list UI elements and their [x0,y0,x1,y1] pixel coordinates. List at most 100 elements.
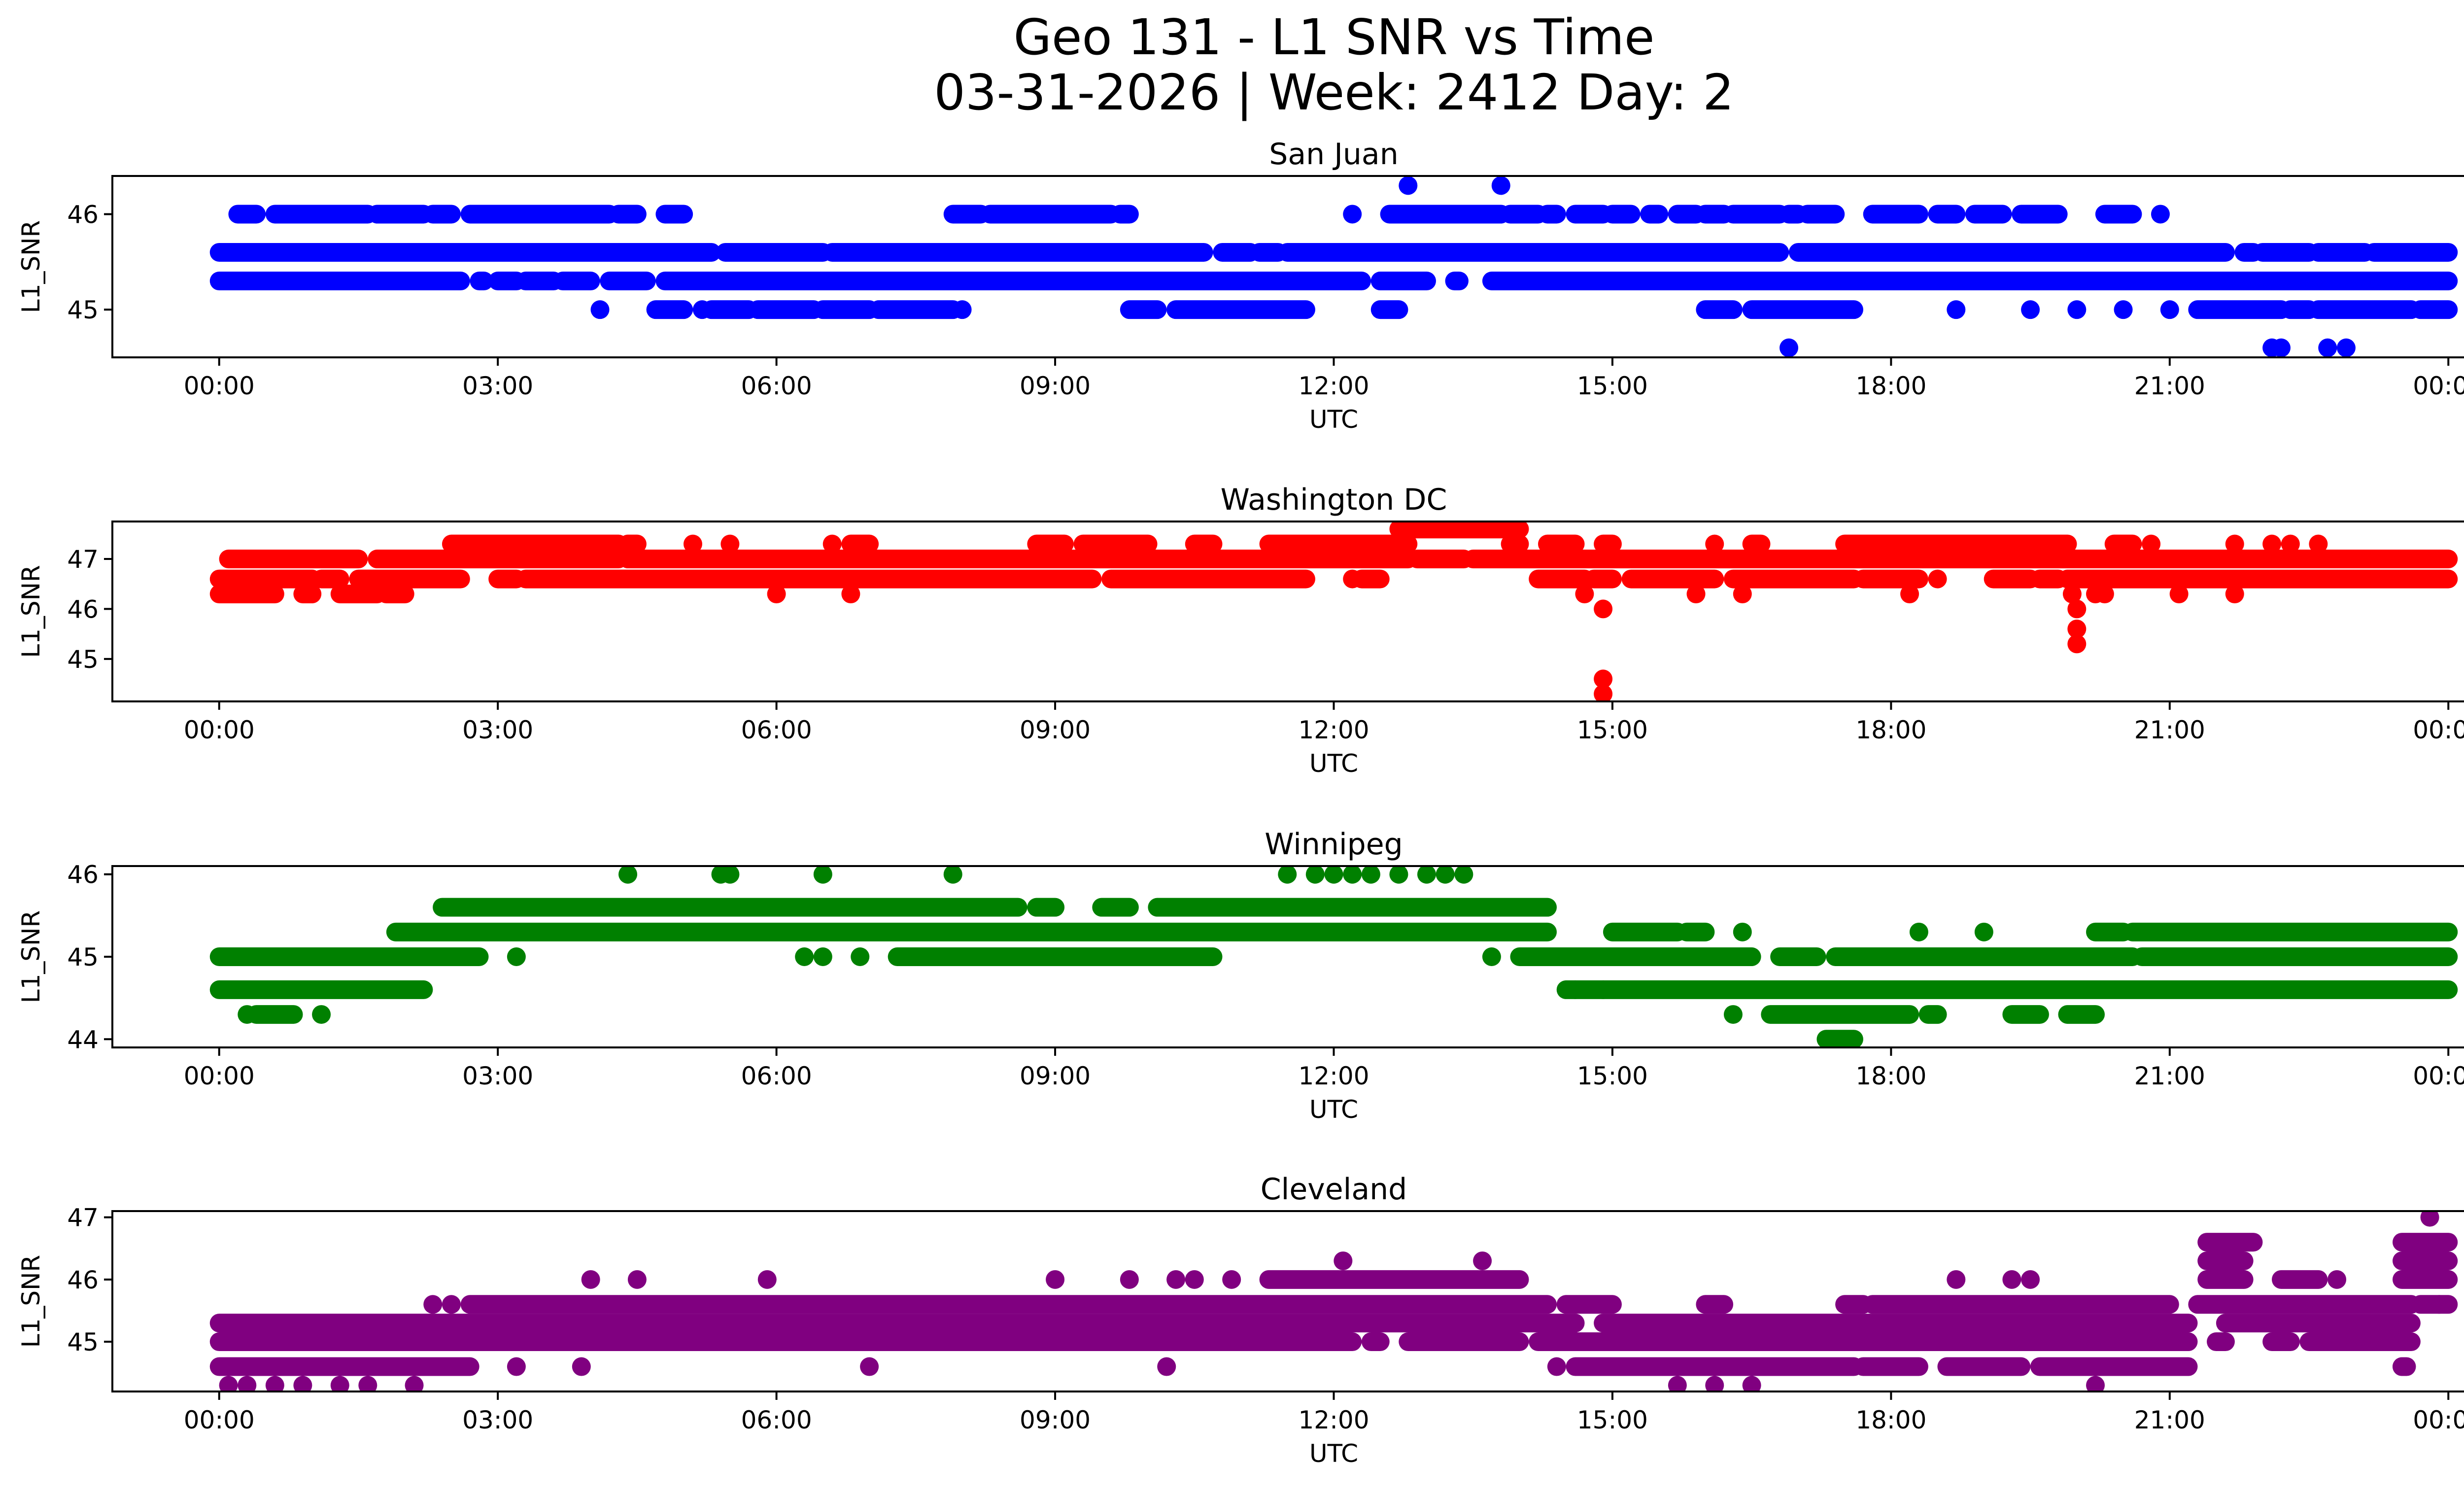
data-run [1538,534,1585,554]
data-point [683,534,702,554]
data-point [2002,1270,2021,1289]
y-tick-label: 46 [67,200,99,229]
data-run [1937,1357,2031,1376]
data-run [2197,1251,2254,1270]
data-point [358,1376,377,1391]
data-run [377,585,414,604]
x-tick-label: 06:00 [741,1406,812,1434]
data-point [2095,585,2114,604]
data-run [981,205,1121,224]
y-tick-label: 47 [67,545,99,574]
data-point [1594,669,1613,689]
x-tick-label: 09:00 [1020,1062,1091,1090]
data-run [219,550,368,569]
data-point [841,585,860,604]
data-run [1965,205,2012,224]
y-tick-label: 45 [67,1328,99,1356]
data-point [2281,534,2300,554]
data-point [1399,176,1418,195]
data-run [1389,522,1529,539]
data-run [470,272,493,291]
data-run [1370,272,1436,291]
x-tick-label: 18:00 [1855,716,1926,744]
data-point [1482,947,1501,966]
subplot-title: Winnipeg [1265,827,1403,862]
data-run [1445,272,1469,291]
figure-title-line-1: Geo 131 - L1 SNR vs Time [1014,8,1655,66]
data-point [757,1270,777,1289]
data-point [1046,1270,1065,1289]
data-run [943,205,991,224]
data-point [720,866,740,884]
x-tick-label: 21:00 [2134,1062,2205,1090]
data-point [943,866,962,884]
data-run [2271,1270,2328,1289]
data-run [2104,534,2142,554]
data-run [209,1314,1585,1333]
data-run [2281,300,2319,319]
data-point [2430,1295,2449,1314]
data-point [1473,1251,1492,1270]
data-run [442,534,628,554]
data-run [1529,1332,2198,1352]
data-point [1733,585,1752,604]
data-run [1092,898,1139,917]
data-point [1278,866,1297,884]
data-run [1120,300,1167,319]
data-run [1742,300,1863,319]
data-point [581,1270,600,1289]
data-run [1826,947,2142,966]
data-run [1510,947,1761,966]
data-run [1621,569,1724,589]
x-tick-label: 00:00 [2413,1062,2464,1090]
data-run [209,585,284,604]
data-run [1250,243,1288,262]
data-point [1389,866,1408,884]
x-tick-label: 03:00 [462,716,533,744]
data-point [2327,1270,2347,1289]
data-run [1788,243,2235,262]
data-run [1556,980,2458,999]
data-point [2225,585,2244,604]
data-point [2067,599,2087,619]
data-point [618,866,638,884]
data-point [1120,1270,1139,1289]
y-tick-label: 45 [67,645,99,674]
data-point [1594,684,1613,701]
data-run [1594,1314,2198,1333]
data-run [888,947,1223,966]
data-point [293,1376,312,1391]
subplot-title: San Juan [1269,137,1398,172]
data-run [368,205,433,224]
data-point [2142,534,2161,554]
data-point [2086,1376,2105,1391]
data-point [1733,922,1752,941]
data-run [312,569,349,589]
data-run [1501,534,1529,554]
data-point [572,1357,591,1376]
data-run [368,550,628,569]
data-run [1464,550,2458,569]
data-point [238,1005,257,1024]
data-run [1918,1005,1947,1024]
y-tick-label: 44 [67,1025,99,1054]
data-run [433,898,1027,917]
y-tick-label: 46 [67,595,99,624]
data-run [1370,300,1408,319]
data-point [1417,866,1436,884]
data-run [2188,1295,2421,1314]
data-points [209,522,2458,701]
data-point [1742,1376,1761,1391]
data-point [1947,300,1966,319]
data-run [2030,1357,2198,1376]
data-run [1529,569,1594,589]
data-run [609,205,647,224]
data-point [2420,1211,2439,1227]
data-point [692,300,712,319]
x-tick-label: 21:00 [2134,372,2205,400]
data-run [1566,1357,1863,1376]
data-point [822,534,842,554]
data-point [1305,866,1325,884]
data-run [2197,1233,2263,1252]
data-run [1603,205,1641,224]
